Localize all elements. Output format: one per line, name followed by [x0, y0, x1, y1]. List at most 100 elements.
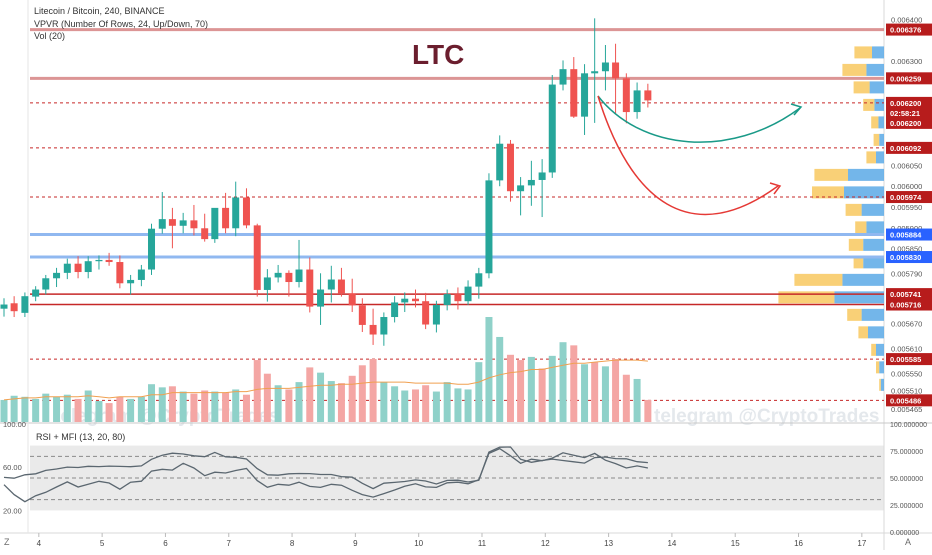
x-tick-label: 14	[667, 539, 676, 548]
candle-body[interactable]	[168, 219, 176, 226]
candle-body[interactable]	[391, 302, 399, 318]
candle-body[interactable]	[517, 185, 525, 192]
candle-body[interactable]	[380, 317, 388, 335]
candle-body[interactable]	[179, 220, 187, 226]
forecast-arrow-green[interactable]	[597, 95, 801, 143]
candle-body[interactable]	[253, 225, 261, 290]
x-tick-label: 7	[227, 539, 232, 548]
candle-body[interactable]	[232, 197, 240, 229]
candle-body[interactable]	[42, 278, 50, 290]
x-tick-label: 6	[163, 539, 168, 548]
price-axis-bg[interactable]	[884, 0, 932, 550]
candle-body[interactable]	[148, 228, 156, 270]
vpvr-down-bar	[861, 203, 884, 216]
candle-body[interactable]	[190, 220, 198, 229]
candle-body[interactable]	[454, 294, 462, 302]
volume-bar	[53, 396, 61, 422]
candle-body[interactable]	[358, 305, 366, 325]
candle-body[interactable]	[401, 298, 409, 303]
candle-body[interactable]	[570, 69, 578, 117]
candle-body[interactable]	[0, 304, 8, 309]
candle-body[interactable]	[105, 259, 113, 263]
price-label: 0.006200	[890, 119, 921, 128]
vpvr-up-bar	[876, 361, 880, 374]
candle-body[interactable]	[581, 73, 589, 117]
candle-body[interactable]	[591, 71, 599, 74]
candle-body[interactable]	[496, 143, 504, 181]
y-tick-label: 0.005950	[891, 203, 922, 212]
vpvr-down-bar	[880, 378, 884, 391]
candle-body[interactable]	[548, 84, 556, 173]
candle-body[interactable]	[622, 78, 630, 113]
candle-body[interactable]	[317, 289, 325, 307]
candle-body[interactable]	[242, 197, 250, 226]
candle-body[interactable]	[137, 269, 145, 280]
candle-body[interactable]	[464, 286, 472, 302]
candle-body[interactable]	[475, 273, 483, 287]
vpvr-down-bar	[863, 238, 884, 251]
candle-body[interactable]	[295, 269, 303, 283]
candle-body[interactable]	[644, 90, 652, 101]
candle-body[interactable]	[74, 263, 82, 273]
y-tick-label: 0.005465	[891, 405, 922, 414]
volume-bar	[348, 375, 356, 422]
forecast-arrowhead-red	[769, 182, 782, 195]
price-label-box	[886, 298, 932, 311]
candle-body[interactable]	[84, 261, 92, 273]
candle-body[interactable]	[348, 293, 356, 306]
candle-body[interactable]	[538, 172, 546, 180]
candle-body[interactable]	[633, 90, 641, 113]
volume-bar	[32, 398, 40, 422]
candle-body[interactable]	[337, 279, 345, 294]
candle-body[interactable]	[274, 272, 282, 278]
candle-body[interactable]	[506, 143, 514, 192]
candle-body[interactable]	[222, 207, 230, 229]
vpvr-down-bar	[868, 326, 884, 339]
candle-body[interactable]	[63, 263, 71, 273]
candle-body[interactable]	[432, 304, 440, 325]
volume-bar	[253, 360, 261, 422]
candle-body[interactable]	[158, 219, 166, 229]
candle-body[interactable]	[612, 62, 620, 79]
volume-bar	[148, 384, 156, 422]
volume-bar	[84, 390, 92, 422]
candle-body[interactable]	[412, 298, 420, 302]
candle-body[interactable]	[127, 279, 135, 284]
forecast-arrow-red[interactable]	[597, 95, 779, 215]
candle-body[interactable]	[485, 180, 493, 274]
candle-body[interactable]	[306, 269, 314, 307]
volume-bar	[232, 389, 240, 422]
candle-body[interactable]	[211, 207, 219, 240]
candle-body[interactable]	[95, 259, 103, 262]
candle-body[interactable]	[285, 272, 293, 283]
candle-body[interactable]	[527, 179, 535, 186]
y-tick-label: 0.005850	[891, 245, 922, 254]
candle-body[interactable]	[443, 294, 451, 305]
candle-body[interactable]	[21, 296, 29, 313]
volume-bar	[190, 393, 198, 422]
volume-bar	[506, 354, 514, 422]
candle-body[interactable]	[116, 262, 124, 284]
rsi-right-tick: 50.000000	[890, 476, 923, 483]
candle-body[interactable]	[53, 272, 61, 279]
forecast-arrowhead-green	[790, 103, 803, 116]
candle-body[interactable]	[601, 62, 609, 72]
candle-body[interactable]	[422, 301, 430, 325]
candle-body[interactable]	[369, 324, 377, 335]
vpvr-down-bar	[878, 116, 884, 129]
candle-body[interactable]	[559, 69, 567, 85]
candle-body[interactable]	[327, 279, 335, 290]
candle-body[interactable]	[32, 289, 40, 297]
ltc-annotation[interactable]: LTC	[412, 39, 464, 70]
x-tick-label: 12	[541, 539, 550, 548]
volume-bar	[327, 381, 335, 422]
price-label: 0.005974	[890, 193, 922, 202]
volume-bar	[274, 385, 282, 422]
candle-body[interactable]	[201, 228, 209, 240]
volume-bar	[242, 394, 250, 422]
candle-body[interactable]	[263, 277, 271, 290]
candle-body[interactable]	[10, 303, 18, 312]
price-label: 0.005716	[890, 301, 921, 310]
